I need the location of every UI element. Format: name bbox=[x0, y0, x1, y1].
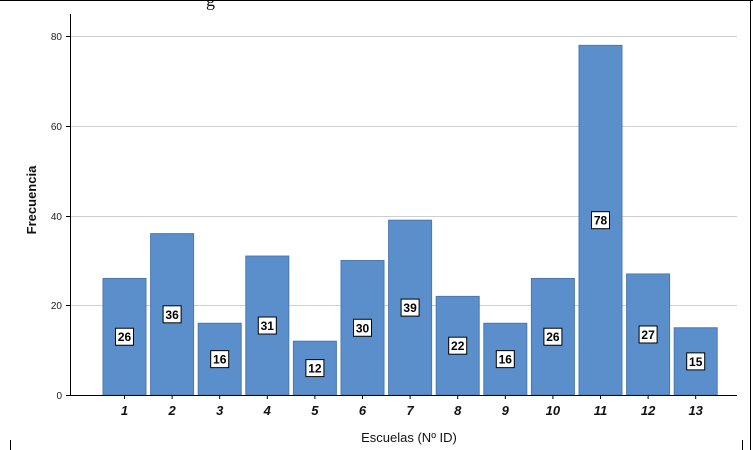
data-label-2: 36 bbox=[165, 308, 179, 322]
data-label-box-10 bbox=[543, 327, 563, 346]
y-tick-label-80: 80 bbox=[51, 32, 63, 43]
x-tick-label-9: 9 bbox=[502, 403, 510, 418]
y-axis-title: Frecuencia bbox=[24, 165, 39, 234]
data-labels: 26 36 16 31 12 30 39 22 16 26 78 27 15 bbox=[115, 211, 706, 378]
cut-header-text: g bbox=[206, 0, 215, 10]
data-label-5: 12 bbox=[308, 362, 322, 376]
y-tick-label-60: 60 bbox=[51, 122, 63, 133]
data-label-7: 39 bbox=[403, 301, 417, 315]
y-tick-label-0: 0 bbox=[56, 391, 62, 402]
data-label-3: 16 bbox=[213, 353, 227, 367]
x-tick-label-10: 10 bbox=[546, 403, 561, 418]
x-tick-label-5: 5 bbox=[311, 403, 319, 418]
x-tick-label-6: 6 bbox=[359, 403, 367, 418]
data-label-10: 26 bbox=[546, 330, 560, 344]
data-label-8: 22 bbox=[451, 339, 465, 353]
data-label-13: 15 bbox=[689, 355, 703, 369]
y-tick-label-40: 40 bbox=[51, 212, 63, 223]
x-axis-title: Escuelas (Nº ID) bbox=[361, 430, 457, 445]
data-label-box-13 bbox=[686, 352, 706, 371]
data-label-box-4 bbox=[257, 316, 277, 335]
x-tick-label-2: 2 bbox=[167, 403, 176, 418]
x-tick-label-8: 8 bbox=[454, 403, 462, 418]
x-tick-label-3: 3 bbox=[216, 403, 224, 418]
x-tick-label-7: 7 bbox=[406, 403, 414, 418]
data-label-4: 31 bbox=[261, 319, 275, 333]
data-label-box-7 bbox=[400, 298, 420, 317]
data-label-box-6 bbox=[353, 318, 372, 337]
data-label-box-3 bbox=[210, 350, 230, 369]
data-label-box-11 bbox=[591, 211, 610, 230]
x-tick-label-4: 4 bbox=[263, 403, 272, 418]
data-label-1: 26 bbox=[118, 330, 132, 344]
data-label-box-9 bbox=[495, 350, 515, 369]
x-tick-label-1: 1 bbox=[121, 403, 128, 418]
data-label-11: 78 bbox=[594, 214, 608, 228]
x-tick-label-11: 11 bbox=[594, 403, 608, 418]
x-tick-label-13: 13 bbox=[688, 403, 703, 418]
y-tick-label-20: 20 bbox=[51, 301, 63, 312]
x-tick-label-12: 12 bbox=[641, 403, 656, 418]
data-label-9: 16 bbox=[499, 353, 513, 367]
data-label-box-5 bbox=[305, 359, 325, 378]
bars bbox=[102, 44, 718, 396]
data-label-box-8 bbox=[448, 336, 468, 355]
data-label-box-1 bbox=[115, 327, 134, 346]
data-label-6: 30 bbox=[356, 321, 370, 335]
data-label-box-2 bbox=[162, 305, 182, 324]
data-label-box-12 bbox=[638, 325, 658, 344]
data-label-12: 27 bbox=[641, 328, 655, 342]
